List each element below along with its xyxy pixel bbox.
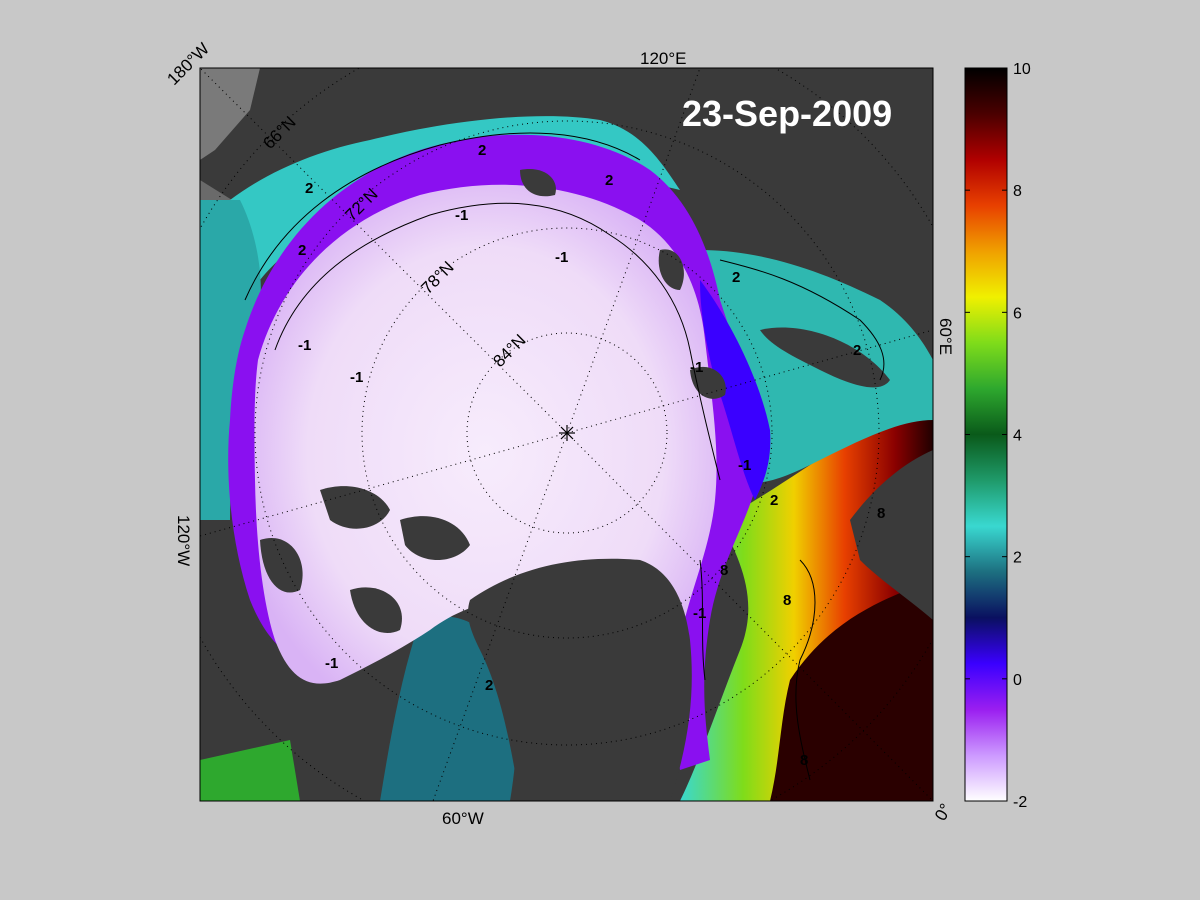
contour-label: 8 (720, 562, 728, 579)
franz-josef-island (658, 249, 684, 290)
contour-label: 8 (877, 505, 885, 522)
meridian-60w (432, 432, 568, 801)
contour-minus-1 (274, 202, 721, 481)
greenland-landmass (468, 558, 692, 801)
longitude-label-60w: 60°W (442, 809, 484, 828)
colorbar-tick-label: 10 (1013, 61, 1031, 78)
longitude-label-120e: 120°E (640, 49, 687, 68)
map-date-title: 23-Sep-2009 (682, 93, 892, 134)
contour-label: 8 (800, 752, 808, 769)
contour-label: -1 (298, 337, 311, 354)
land-edge-patch (200, 68, 260, 160)
colorbar-tick-label: 6 (1013, 305, 1022, 322)
contour-labels: -1 -1 -1 -1 -1 -1 -1 -1 2 2 2 2 2 2 2 2 … (298, 142, 885, 769)
contour-2-east (719, 259, 885, 381)
nordic-dark-water (770, 580, 933, 801)
latitude-circle-78 (361, 227, 773, 639)
contour-label: 2 (605, 172, 613, 189)
meridian-120w (200, 432, 568, 537)
graticule (200, 68, 933, 801)
new-siberian-island (520, 169, 556, 197)
contour-label: -1 (738, 457, 751, 474)
contour-label: -1 (690, 359, 703, 376)
canadian-archipelago-island (400, 516, 470, 560)
longitude-label-0: 0° (931, 800, 956, 824)
contour-label: 8 (783, 592, 791, 609)
contour-label: 2 (478, 142, 486, 159)
colorbar-tick-label: 0 (1013, 672, 1022, 689)
map-frame (199, 67, 934, 802)
contour-8 (795, 559, 816, 781)
map-panel: -1 -1 -1 -1 -1 -1 -1 -1 2 2 2 2 2 2 2 2 … (200, 68, 933, 801)
ice-edge-band-blue (700, 280, 771, 500)
contour-minus-1-south (699, 559, 706, 681)
contour-label: -1 (325, 655, 338, 672)
bering-green-water (200, 740, 300, 801)
scandinavia-landmass (850, 450, 933, 620)
colorbar-scale (964, 67, 1008, 802)
latitude-circle-72 (254, 120, 880, 746)
colorbar-tick-label: 8 (1013, 183, 1022, 200)
longitude-label-60e: 60°E (936, 318, 955, 355)
longitude-label-120w: 120°W (174, 515, 193, 566)
contour-label: -1 (555, 249, 568, 266)
colorbar-tick-label: 2 (1013, 550, 1022, 567)
contour-label: 2 (853, 342, 861, 359)
contour-2 (244, 132, 641, 301)
contour-label: 2 (305, 180, 313, 197)
contour-label: 2 (485, 677, 493, 694)
canadian-archipelago-island (260, 538, 303, 593)
latitude-circle-84 (466, 332, 668, 534)
contour-label: -1 (693, 605, 706, 622)
baffin-bay-water (380, 616, 517, 801)
colorbar-tick-label: -2 (1013, 794, 1027, 811)
contour-label: 2 (732, 269, 740, 286)
contour-label: -1 (350, 369, 363, 386)
colorbar-ticks: 10 8 6 4 2 0 -2 (965, 61, 1031, 811)
colorbar-tick-label: 4 (1013, 428, 1022, 445)
contour-label: -1 (455, 207, 468, 224)
meridian-60e (566, 329, 933, 434)
canadian-archipelago-island (350, 587, 402, 634)
north-pole-marker (559, 425, 575, 441)
novaya-zemlya (760, 327, 890, 388)
colorbar: 10 8 6 4 2 0 -2 (964, 61, 1031, 811)
canadian-archipelago-island (320, 486, 390, 529)
contour-lines (244, 132, 885, 781)
contour-label: 2 (770, 492, 778, 509)
contour-label: 2 (298, 242, 306, 259)
pacific-margin-water (200, 200, 261, 520)
